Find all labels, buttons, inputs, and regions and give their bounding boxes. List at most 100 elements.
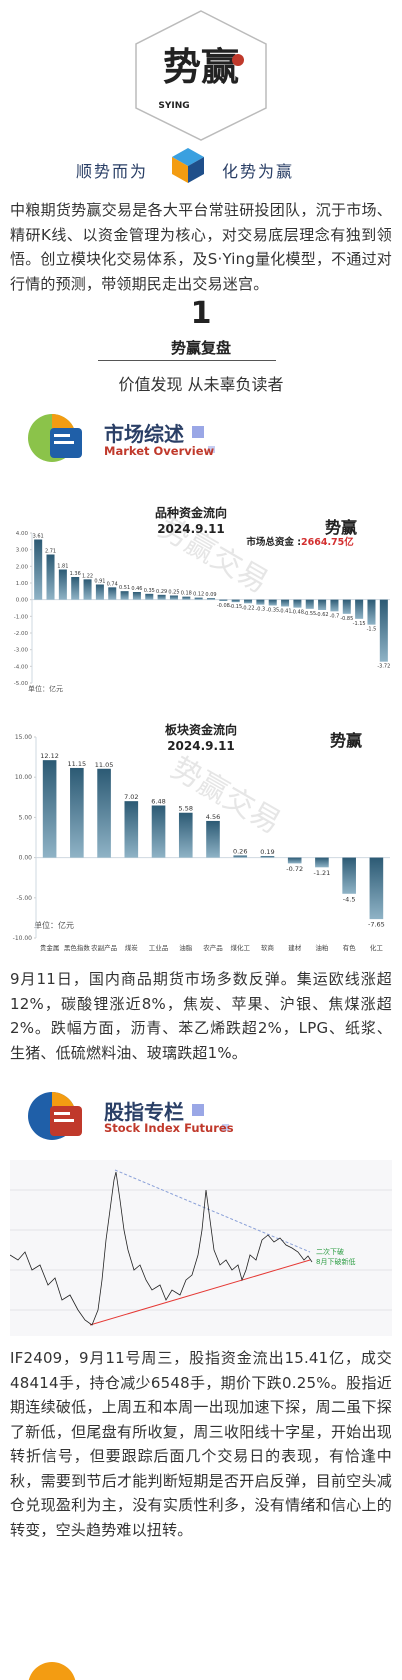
annotation: 二次下破 <box>316 1247 344 1256</box>
bar <box>169 595 178 600</box>
bar <box>369 857 384 920</box>
bar <box>206 598 216 600</box>
y-tick-label: 5.00 <box>19 814 33 821</box>
data-label: -0.48 <box>291 610 304 616</box>
y-tick-label: 15.00 <box>15 734 32 741</box>
bar <box>178 812 193 858</box>
footer-icon <box>28 1662 76 1680</box>
bar <box>268 599 277 606</box>
bar <box>342 857 356 894</box>
y-tick-label: -4.00 <box>14 664 29 670</box>
bar <box>151 805 166 858</box>
data-label: -1.5 <box>367 627 377 633</box>
price-chart: 二次下破 8月下破新低 <box>10 1160 392 1336</box>
x-tick-label: 煤炭 <box>125 943 139 952</box>
y-tick-label: -2.00 <box>14 631 29 637</box>
total-label: 市场总资金 : <box>246 536 301 548</box>
chart-date: 2024.9.11 <box>167 739 235 753</box>
slogan-left: 顺势而为 <box>76 162 149 181</box>
logo-brand: SYING <box>158 101 189 111</box>
x-tick-label: 化工 <box>370 943 384 952</box>
data-label: 1.22 <box>82 573 93 579</box>
bar <box>46 554 55 600</box>
x-tick-label: 煤化工 <box>230 943 250 952</box>
bar <box>293 599 302 608</box>
total-value: 2664.75亿 <box>301 536 354 548</box>
x-tick-label: 黑色指数 <box>64 943 91 952</box>
index-text: IF2409，9月11号周三，股指资金流出15.41亿，成交48414手，持仓减… <box>10 1349 392 1539</box>
divider <box>98 360 276 361</box>
bar <box>231 599 240 603</box>
data-label: -0.62 <box>316 612 329 618</box>
bar <box>219 599 228 601</box>
y-tick-label: -5.00 <box>16 895 32 902</box>
data-label: -0.7 <box>330 613 340 619</box>
x-tick-label: 贵金属 <box>40 943 60 952</box>
data-label: 11.05 <box>95 761 114 769</box>
bar <box>305 599 314 609</box>
x-tick-label: 软商 <box>261 943 275 952</box>
bar <box>244 599 253 604</box>
bar <box>58 569 67 600</box>
bar <box>206 820 220 858</box>
index-title: 股指专栏 <box>104 1100 184 1124</box>
chart-date: 2024.9.11 <box>157 522 225 536</box>
market-header-icon <box>28 414 215 462</box>
data-label: 0.35 <box>144 588 155 594</box>
chart-logo: 势赢 <box>325 518 357 537</box>
y-tick-label: -3.00 <box>14 648 29 654</box>
x-tick-label: 油脂 <box>179 943 193 952</box>
x-tick-label: 有色 <box>343 943 357 952</box>
bar <box>287 857 302 864</box>
annotation: 8月下破新低 <box>316 1257 355 1266</box>
data-label: -4.5 <box>343 895 356 903</box>
chart-title: 板块资金流向 <box>165 722 237 737</box>
data-label: -0.72 <box>286 865 303 873</box>
x-tick-label: 农产品 <box>203 943 223 952</box>
bar <box>120 591 129 600</box>
bar <box>281 599 290 607</box>
market-title: 市场综述 <box>104 422 184 446</box>
y-tick-label: -5.00 <box>14 681 29 687</box>
slogan-icon <box>172 148 204 183</box>
intro: 中粮期货势赢交易是各大平台常驻研投团队，沉于市场、精研K线、以资金管理为核心，对… <box>10 201 392 293</box>
data-label: 0.19 <box>260 848 274 856</box>
bar <box>108 587 117 600</box>
chart-title: 品种资金流向 <box>155 505 227 520</box>
bar <box>34 539 43 600</box>
bar <box>330 599 339 612</box>
unit: 单位：亿元 <box>34 920 74 930</box>
x-tick-label: 油粕 <box>315 943 328 952</box>
bar <box>256 599 265 605</box>
data-label: 0.26 <box>233 848 247 856</box>
data-label: 1.36 <box>70 571 81 577</box>
bar <box>315 857 329 868</box>
x-tick-label: 农副产品 <box>91 943 117 952</box>
slogan-right: 化势为赢 <box>222 162 295 181</box>
x-tick-label: 工业品 <box>149 943 169 952</box>
y-tick-label: -10.00 <box>13 935 33 942</box>
data-label: -0.3 <box>255 607 265 613</box>
bar <box>71 577 80 600</box>
index-subtitle: Stock Index Futures <box>104 1121 234 1135</box>
data-label: 0.74 <box>107 581 118 587</box>
y-tick-label: 4.00 <box>16 531 29 537</box>
data-label: 4.56 <box>206 813 220 821</box>
data-label: 0.29 <box>156 589 167 595</box>
bar <box>355 599 364 619</box>
y-tick-label: 3.00 <box>16 548 29 554</box>
data-label: 3.61 <box>33 534 44 540</box>
bar <box>194 597 203 600</box>
bar <box>342 599 351 614</box>
y-tick-label: 2.00 <box>16 564 29 570</box>
chart: 势赢交易 板块资金流向 2024.9.11 势赢 单位：亿元 15.0010.0… <box>13 722 390 952</box>
bar <box>124 801 139 858</box>
data-label: 12.12 <box>40 752 59 760</box>
index-header-icon <box>28 1092 229 1140</box>
y-tick-label: 0.00 <box>16 598 29 604</box>
data-label: 1.81 <box>57 564 68 570</box>
y-tick-label: -1.00 <box>14 614 29 620</box>
chart: 势赢交易 品种资金流向 2024.9.11 市场总资金 : 2664.75亿 势… <box>14 505 391 693</box>
bar <box>83 579 92 600</box>
data-label: 7.02 <box>124 793 138 801</box>
